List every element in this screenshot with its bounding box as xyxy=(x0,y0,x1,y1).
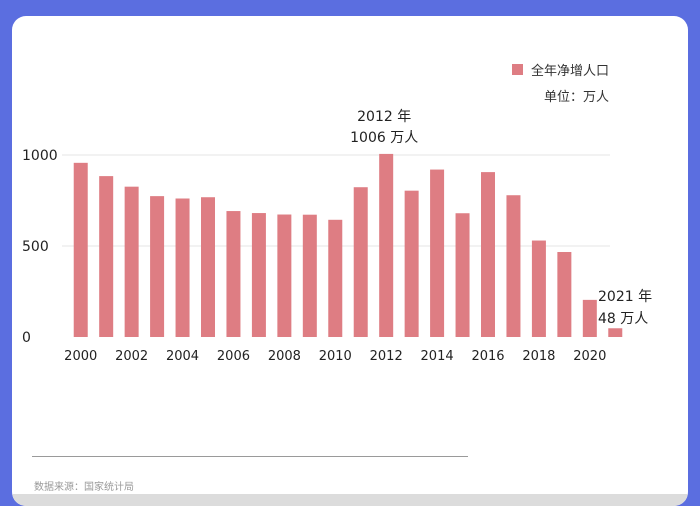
legend: 全年净增人口 xyxy=(512,60,609,79)
bar xyxy=(531,240,546,337)
unit-label: 单位：万人 xyxy=(544,90,610,105)
y-tick-label: 1000 xyxy=(22,148,58,164)
bar xyxy=(557,252,572,337)
footer-divider xyxy=(32,456,468,457)
bar xyxy=(481,172,495,337)
x-tick-label: 2014 xyxy=(421,349,454,364)
x-tick-label: 2020 xyxy=(573,349,606,364)
bar-chart: 0 500 1000 2000 2002 2004 2006 2008 2010 2012 2014… xyxy=(22,109,652,364)
last-annotation-value: 48 万人 xyxy=(598,311,648,327)
bar xyxy=(201,197,215,337)
bar xyxy=(150,196,165,337)
x-tick-label: 2008 xyxy=(268,349,301,364)
y-tick-label: 500 xyxy=(22,239,49,255)
bar xyxy=(379,153,394,337)
x-tick-label: 2000 xyxy=(64,349,97,364)
bar xyxy=(430,169,445,337)
x-tick-label: 2002 xyxy=(115,349,148,364)
peak-annotation-year: 2012 年 xyxy=(357,109,411,125)
x-tick-label: 2018 xyxy=(522,349,555,364)
legend-swatch xyxy=(512,64,523,75)
bar xyxy=(302,214,317,337)
bar xyxy=(328,219,343,337)
data-source: 数据来源：国家统计局 xyxy=(34,482,134,493)
x-tick-label: 2006 xyxy=(217,349,250,364)
bottom-stripe xyxy=(12,494,688,506)
peak-annotation-value: 1006 万人 xyxy=(350,130,418,146)
bar xyxy=(404,190,419,337)
bar xyxy=(99,176,114,337)
bar xyxy=(73,162,88,337)
last-annotation-year: 2021 年 xyxy=(598,289,652,305)
bar xyxy=(455,213,470,337)
bar xyxy=(251,213,266,337)
x-tick-label: 2012 xyxy=(370,349,403,364)
bar xyxy=(506,195,521,337)
bar xyxy=(582,299,597,337)
bar xyxy=(353,187,368,337)
chart-card: 0 500 1000 2000 2002 2004 2006 2008 2010 2012 2014… xyxy=(12,16,688,506)
bar xyxy=(175,198,190,337)
bar xyxy=(124,186,139,337)
y-tick-label: 0 xyxy=(22,330,31,346)
x-tick-label: 2004 xyxy=(166,349,199,364)
x-tick-label: 2010 xyxy=(319,349,352,364)
bar xyxy=(608,328,623,337)
legend-label: 全年净增人口 xyxy=(531,64,610,79)
x-tick-label: 2016 xyxy=(471,349,504,364)
bar xyxy=(277,214,292,337)
bar xyxy=(226,211,241,337)
